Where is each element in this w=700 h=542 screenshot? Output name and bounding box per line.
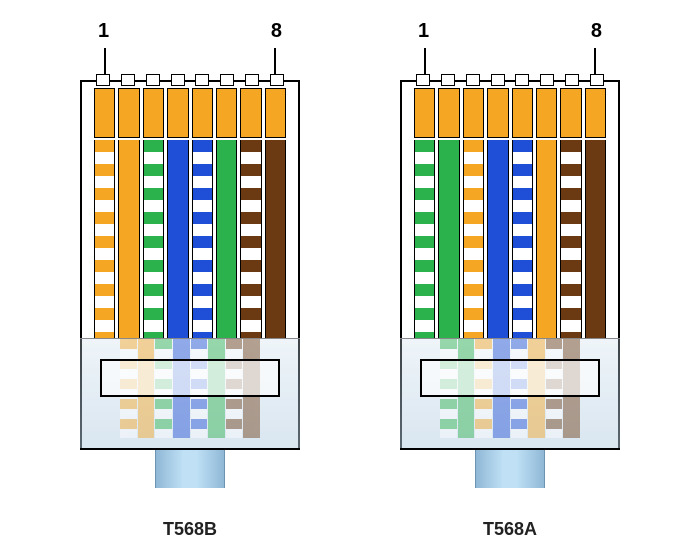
contact [585, 88, 606, 138]
pin [245, 74, 259, 86]
wire [560, 140, 581, 338]
wire [216, 140, 237, 338]
contact [487, 88, 508, 138]
connector-t568b: 1 8 [70, 20, 310, 520]
contacts-row [94, 88, 286, 138]
contact [560, 88, 581, 138]
pins-row [414, 74, 606, 86]
contact [438, 88, 459, 138]
wire [414, 140, 435, 338]
pin-labels-row: 1 8 [70, 20, 310, 43]
wire [585, 140, 606, 338]
contact [265, 88, 286, 138]
pin [96, 74, 110, 86]
wire [438, 140, 459, 338]
wire [167, 140, 188, 338]
pin [466, 74, 480, 86]
pin [121, 74, 135, 86]
contact [118, 88, 139, 138]
wire [487, 140, 508, 338]
connector-title: T568B [70, 519, 310, 540]
wire [143, 140, 164, 338]
pin-tick-first [104, 48, 106, 76]
contact [414, 88, 435, 138]
pin-label-first: 1 [98, 20, 109, 43]
pin-label-last: 8 [271, 20, 282, 43]
contacts-row [414, 88, 606, 138]
contact [216, 88, 237, 138]
clip-area [80, 338, 300, 448]
wire [94, 140, 115, 338]
wires-row [94, 140, 286, 338]
pin-tick-first [424, 48, 426, 76]
clip [100, 359, 280, 397]
connector-title: T568A [390, 519, 630, 540]
pin [441, 74, 455, 86]
contact [167, 88, 188, 138]
pin [195, 74, 209, 86]
contact [143, 88, 164, 138]
contact [536, 88, 557, 138]
wire [463, 140, 484, 338]
pin [146, 74, 160, 86]
pin-label-first: 1 [418, 20, 429, 43]
rj45-body [80, 80, 300, 450]
pin-labels-row: 1 8 [390, 20, 630, 43]
contact [512, 88, 533, 138]
pin [270, 74, 284, 86]
clip [420, 359, 600, 397]
pin [565, 74, 579, 86]
pin-tick-last [274, 48, 276, 76]
pins-row [94, 74, 286, 86]
wire [240, 140, 261, 338]
contact [192, 88, 213, 138]
wire [512, 140, 533, 338]
wire [536, 140, 557, 338]
connector-t568a: 1 8 [390, 20, 630, 520]
pin-label-last: 8 [591, 20, 602, 43]
wire [265, 140, 286, 338]
pin [171, 74, 185, 86]
pin [220, 74, 234, 86]
contact [240, 88, 261, 138]
diagram-container: 1 8 [0, 0, 700, 520]
contact [94, 88, 115, 138]
pin [491, 74, 505, 86]
pin-tick-last [594, 48, 596, 76]
clip-area [400, 338, 620, 448]
pin [590, 74, 604, 86]
wire [192, 140, 213, 338]
wires-row [414, 140, 606, 338]
wire [118, 140, 139, 338]
pin [540, 74, 554, 86]
pin [416, 74, 430, 86]
rj45-body [400, 80, 620, 450]
contact [463, 88, 484, 138]
pin [515, 74, 529, 86]
